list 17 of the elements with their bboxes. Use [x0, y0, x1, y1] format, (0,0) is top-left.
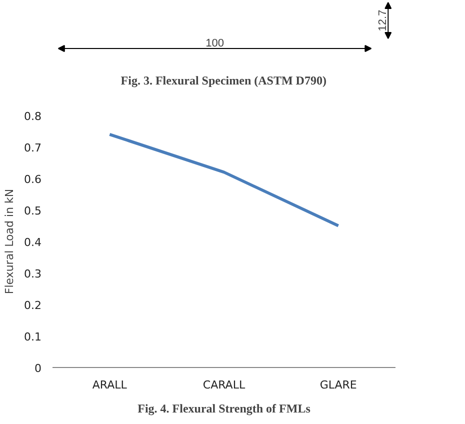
- y-tick-label: 0.2: [24, 299, 42, 312]
- x-tick-label: ARALL: [92, 378, 128, 392]
- y-tick-label: 0.8: [24, 110, 42, 123]
- caption: Fig. 3. Flexural Specimen (ASTM D790): [120, 74, 326, 88]
- y-tick-label: 0: [34, 362, 42, 375]
- x-tick-label: CARALL: [202, 378, 246, 392]
- y-tick-label: 0.7: [24, 142, 42, 154]
- x-tick-label: GLARE: [320, 378, 357, 392]
- y-tick-label: 0.5: [24, 204, 42, 218]
- text: Fig. 4. Flexural Strength of FMLs: [138, 402, 311, 416]
- y-axis-title: Flexural Load in kN: [3, 188, 16, 294]
- text: 100: [206, 38, 224, 50]
- y-tick-label: 0.4: [24, 236, 42, 249]
- text: 12.7: [377, 10, 390, 32]
- y-tick-label: 0.1: [24, 330, 42, 344]
- y-tick-label: 0.6: [24, 173, 42, 186]
- y-tick-label: 0.3: [24, 268, 42, 280]
